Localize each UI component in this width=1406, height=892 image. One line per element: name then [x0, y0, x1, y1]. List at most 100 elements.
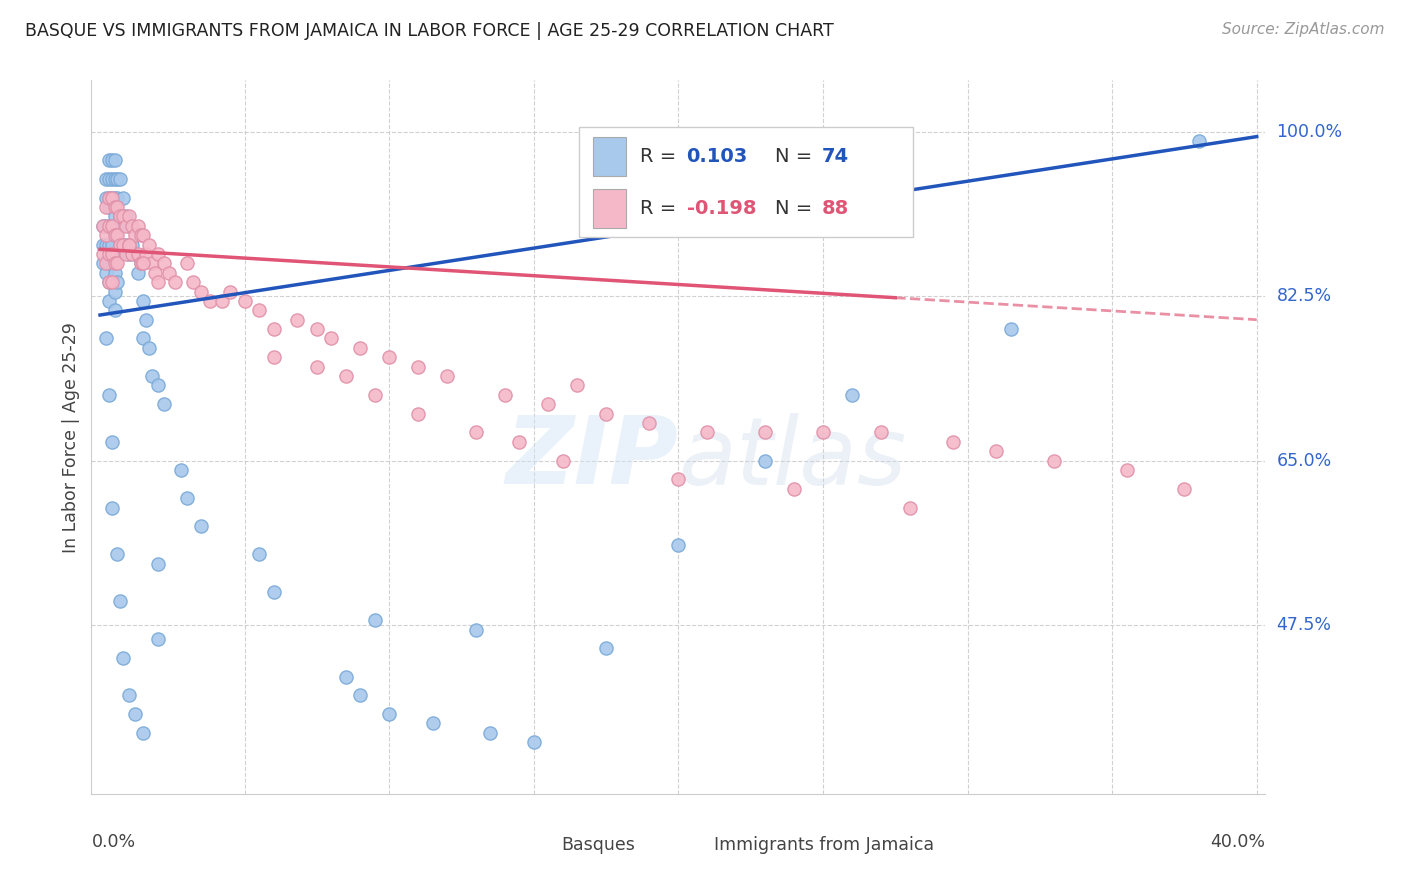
Point — [110, 210, 132, 224]
Point — [129, 228, 152, 243]
Point — [94, 266, 117, 280]
Point — [118, 247, 141, 261]
Text: atlas: atlas — [678, 413, 907, 504]
Point — [127, 219, 149, 233]
Point — [321, 331, 343, 345]
Text: BASQUE VS IMMIGRANTS FROM JAMAICA IN LABOR FORCE | AGE 25-29 CORRELATION CHART: BASQUE VS IMMIGRANTS FROM JAMAICA IN LAB… — [25, 22, 834, 40]
Bar — [593, 189, 626, 228]
Text: Basques: Basques — [561, 836, 636, 854]
Point — [121, 219, 143, 233]
Point — [107, 275, 129, 289]
Bar — [520, 831, 553, 858]
Point — [335, 669, 357, 683]
Point — [110, 210, 132, 224]
Point — [305, 359, 328, 374]
Point — [159, 266, 181, 280]
Point — [97, 247, 120, 261]
Point — [595, 641, 617, 656]
Point — [263, 351, 285, 365]
Point — [190, 285, 212, 299]
Point — [97, 153, 120, 167]
Point — [595, 407, 617, 421]
Point — [110, 172, 132, 186]
Point — [124, 247, 146, 261]
Point — [100, 219, 122, 233]
Point — [165, 275, 187, 289]
Point — [124, 707, 146, 722]
Point — [115, 237, 138, 252]
Point — [97, 200, 120, 214]
Point — [100, 172, 122, 186]
Point — [141, 256, 163, 270]
Point — [94, 172, 117, 186]
Point — [100, 500, 122, 515]
Point — [436, 369, 458, 384]
Point — [110, 594, 132, 608]
Point — [146, 632, 169, 646]
Text: N =: N = — [775, 147, 818, 166]
Point — [129, 256, 152, 270]
Point — [97, 256, 120, 270]
Point — [103, 285, 125, 299]
Point — [406, 359, 429, 374]
Point — [233, 293, 256, 308]
Point — [364, 613, 387, 627]
Point — [1173, 482, 1195, 496]
Point — [508, 434, 530, 449]
Point — [219, 285, 242, 299]
Point — [132, 256, 155, 270]
Point — [103, 200, 125, 214]
Point — [94, 237, 117, 252]
Point — [127, 266, 149, 280]
Point — [107, 191, 129, 205]
Point — [811, 425, 834, 440]
Point — [696, 425, 718, 440]
Bar — [593, 137, 626, 177]
Point — [103, 153, 125, 167]
Point — [110, 237, 132, 252]
Text: -0.198: -0.198 — [686, 199, 756, 219]
Point — [263, 585, 285, 599]
Point — [115, 210, 138, 224]
Point — [100, 219, 122, 233]
Point — [638, 416, 661, 430]
Text: R =: R = — [640, 147, 682, 166]
Bar — [579, 127, 912, 237]
Text: 100.0%: 100.0% — [1277, 123, 1343, 141]
Point — [118, 219, 141, 233]
Point — [103, 228, 125, 243]
Point — [364, 388, 387, 402]
Point — [146, 275, 169, 289]
Point — [263, 322, 285, 336]
Point — [465, 623, 488, 637]
Point — [97, 388, 120, 402]
Point — [666, 472, 689, 486]
Point — [567, 378, 589, 392]
Point — [97, 275, 120, 289]
Point — [112, 650, 135, 665]
Point — [91, 256, 114, 270]
Point — [1188, 134, 1211, 148]
Point — [100, 237, 122, 252]
Point — [127, 247, 149, 261]
Point — [94, 191, 117, 205]
Text: R =: R = — [640, 199, 682, 219]
Point — [112, 191, 135, 205]
Point — [103, 172, 125, 186]
Text: Source: ZipAtlas.com: Source: ZipAtlas.com — [1222, 22, 1385, 37]
Point — [100, 247, 122, 261]
Point — [107, 172, 129, 186]
Point — [146, 557, 169, 571]
Point — [110, 237, 132, 252]
Point — [349, 688, 371, 702]
Point — [305, 322, 328, 336]
Point — [176, 491, 198, 505]
Point — [841, 388, 863, 402]
Point — [1043, 453, 1066, 467]
Point — [138, 341, 160, 355]
Point — [132, 228, 155, 243]
Point — [100, 191, 122, 205]
Text: ZIP: ZIP — [506, 412, 678, 505]
Point — [100, 434, 122, 449]
Point — [198, 293, 221, 308]
